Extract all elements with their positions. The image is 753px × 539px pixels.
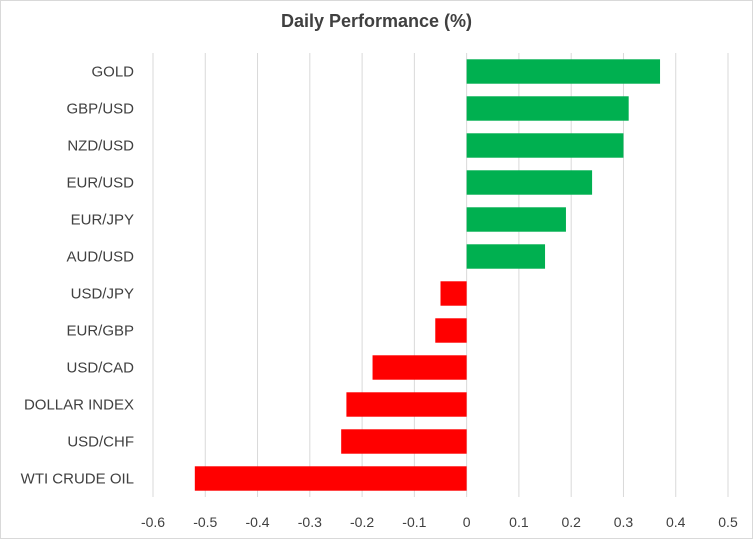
chart-title: Daily Performance (%) bbox=[280, 11, 473, 31]
bar bbox=[466, 96, 629, 121]
category-label: EUR/USD bbox=[66, 175, 134, 192]
category-label: DOLLAR INDEX bbox=[24, 397, 134, 414]
category-label: EUR/GBP bbox=[66, 323, 134, 340]
x-tick-label: -0.1 bbox=[402, 514, 426, 530]
x-tick-label: 0.1 bbox=[509, 514, 529, 530]
x-tick-label: -0.2 bbox=[350, 514, 374, 530]
bar bbox=[372, 355, 467, 380]
bar bbox=[341, 429, 467, 454]
x-tick-label: 0 bbox=[463, 514, 471, 530]
bar bbox=[346, 392, 467, 417]
category-label: USD/JPY bbox=[71, 286, 134, 303]
x-tick-label: 0.2 bbox=[561, 514, 581, 530]
bar bbox=[435, 318, 467, 343]
category-label: EUR/JPY bbox=[71, 212, 134, 229]
bar bbox=[466, 133, 624, 158]
x-tick-label: 0.5 bbox=[718, 514, 738, 530]
x-tick-label: -0.3 bbox=[298, 514, 322, 530]
category-label: USD/CHF bbox=[67, 434, 134, 451]
category-label: GOLD bbox=[91, 64, 134, 81]
bar bbox=[440, 281, 467, 306]
x-tick-label: -0.6 bbox=[141, 514, 165, 530]
category-label: NZD/USD bbox=[67, 138, 134, 155]
category-label: AUD/USD bbox=[66, 249, 134, 266]
x-tick-label: -0.4 bbox=[245, 514, 269, 530]
bar bbox=[466, 170, 593, 195]
bar bbox=[466, 59, 661, 84]
bar bbox=[194, 466, 467, 491]
category-label: USD/CAD bbox=[66, 360, 134, 377]
x-tick-label: 0.4 bbox=[666, 514, 686, 530]
category-label: GBP/USD bbox=[66, 101, 134, 118]
bar bbox=[466, 207, 566, 232]
bar bbox=[466, 244, 546, 269]
x-tick-label: -0.5 bbox=[193, 514, 217, 530]
x-tick-label: 0.3 bbox=[614, 514, 634, 530]
category-label: WTI CRUDE OIL bbox=[21, 471, 134, 488]
